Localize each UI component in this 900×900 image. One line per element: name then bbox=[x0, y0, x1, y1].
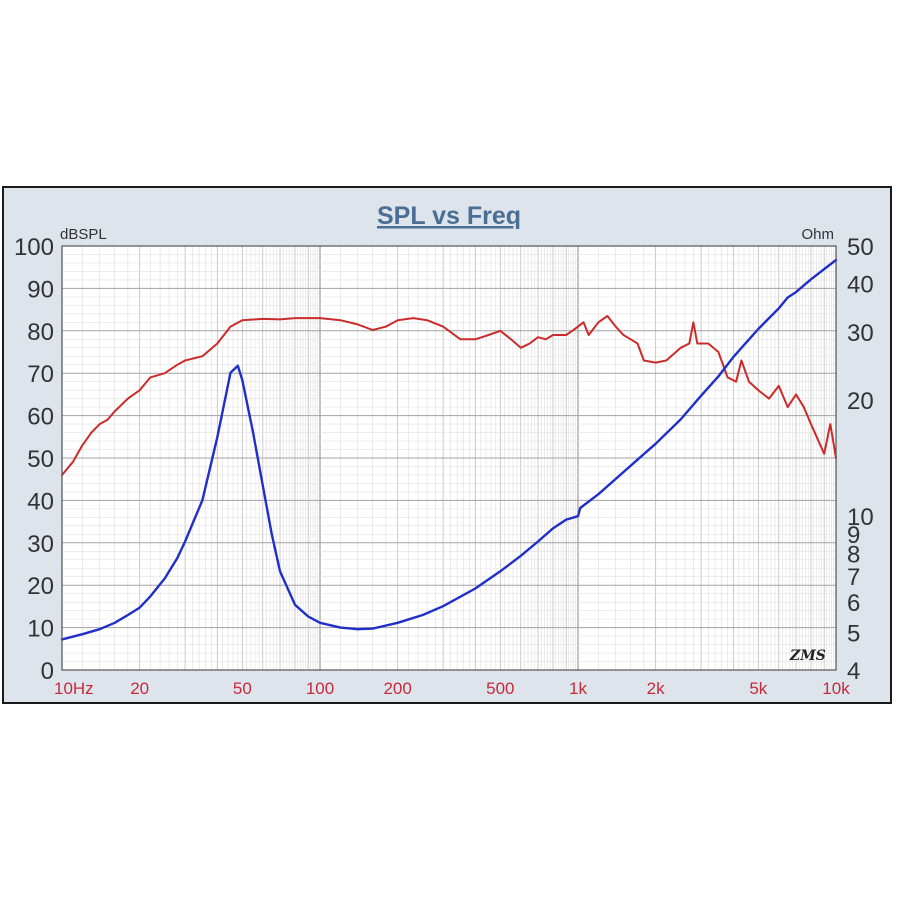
y-right-tick-label: 20 bbox=[847, 388, 874, 415]
chart-frame: SPL vs Freq dBSPL Ohm 10Hz 20 50 100 200 500 1… bbox=[2, 186, 892, 704]
y-right-tick-label: 9 bbox=[847, 522, 860, 549]
y-left-tick-label: 40 bbox=[27, 488, 54, 515]
y-left-tick-label: 10 bbox=[27, 616, 54, 643]
y-right-tick-label: 8 bbox=[847, 542, 860, 569]
y-left-tick-label: 60 bbox=[27, 404, 54, 431]
x-tick-label: 500 bbox=[486, 679, 514, 698]
y-right-tick-label: 5 bbox=[847, 621, 860, 648]
x-tick-label: 2k bbox=[647, 679, 665, 698]
chart-title: SPL vs Freq bbox=[377, 202, 521, 230]
x-tick-label: 100 bbox=[306, 679, 334, 698]
x-tick-label: 10Hz bbox=[54, 679, 94, 698]
zms-signature: ZMS bbox=[789, 648, 826, 664]
spl-impedance-chart: SPL vs Freq dBSPL Ohm 10Hz 20 50 100 200 500 1… bbox=[14, 202, 874, 698]
y-left-tick-label: 90 bbox=[27, 276, 54, 303]
x-tick-label: 200 bbox=[383, 679, 411, 698]
x-tick-label: 50 bbox=[233, 679, 252, 698]
y-right-tick-label: 4 bbox=[847, 658, 860, 685]
y-left-tick-label: 80 bbox=[27, 319, 54, 346]
y-right-tick-label: 30 bbox=[847, 320, 874, 347]
spl-curve bbox=[61, 315, 837, 476]
y-left-tick-label: 20 bbox=[27, 573, 54, 600]
x-tick-label: 20 bbox=[130, 679, 149, 698]
x-tick-label: 10k bbox=[822, 679, 850, 698]
y-right-tick-label: 40 bbox=[847, 271, 874, 298]
series-group bbox=[60, 258, 838, 641]
y-right-tick-label: 6 bbox=[847, 590, 860, 617]
y-left-tick-label: 100 bbox=[14, 234, 54, 261]
y-right-tick-label: 50 bbox=[847, 234, 874, 261]
plot-border bbox=[61, 245, 837, 671]
y-left-tick-label: 0 bbox=[41, 658, 54, 685]
y-left-tick-labels: 0 10 20 30 40 50 60 70 80 90 100 bbox=[14, 234, 54, 685]
y-left-tick-label: 50 bbox=[27, 446, 54, 473]
x-tick-labels: 10Hz 20 50 100 200 500 1k 2k 5k 10k bbox=[54, 679, 850, 698]
x-tick-label: 5k bbox=[749, 679, 767, 698]
x-tick-label: 1k bbox=[569, 679, 587, 698]
y-left-unit-label: dBSPL bbox=[60, 226, 107, 243]
y-left-tick-label: 30 bbox=[27, 531, 54, 558]
y-right-tick-label: 7 bbox=[847, 564, 860, 591]
y-left-tick-label: 70 bbox=[27, 361, 54, 388]
y-right-unit-label: Ohm bbox=[801, 226, 834, 243]
y-right-tick-label: 10 bbox=[847, 504, 874, 531]
impedance-curve bbox=[60, 258, 838, 641]
